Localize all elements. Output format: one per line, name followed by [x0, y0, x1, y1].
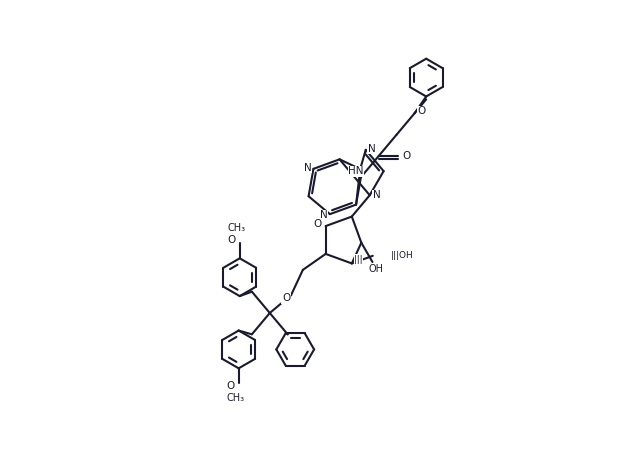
Text: CH₃: CH₃ — [228, 224, 246, 234]
Text: O: O — [417, 106, 426, 116]
Text: N: N — [303, 163, 311, 173]
Text: N: N — [320, 210, 328, 220]
Text: O: O — [402, 151, 410, 161]
Text: |||OH: |||OH — [390, 251, 413, 260]
Text: O: O — [282, 293, 291, 303]
Text: O: O — [314, 219, 322, 229]
Text: O: O — [228, 235, 236, 245]
Text: |||: ||| — [354, 255, 363, 264]
Text: HN: HN — [348, 166, 364, 176]
Text: N: N — [372, 190, 381, 200]
Text: N: N — [368, 144, 376, 154]
Text: CH₃: CH₃ — [227, 393, 244, 403]
Text: OH: OH — [369, 264, 384, 274]
Text: O: O — [227, 381, 235, 391]
